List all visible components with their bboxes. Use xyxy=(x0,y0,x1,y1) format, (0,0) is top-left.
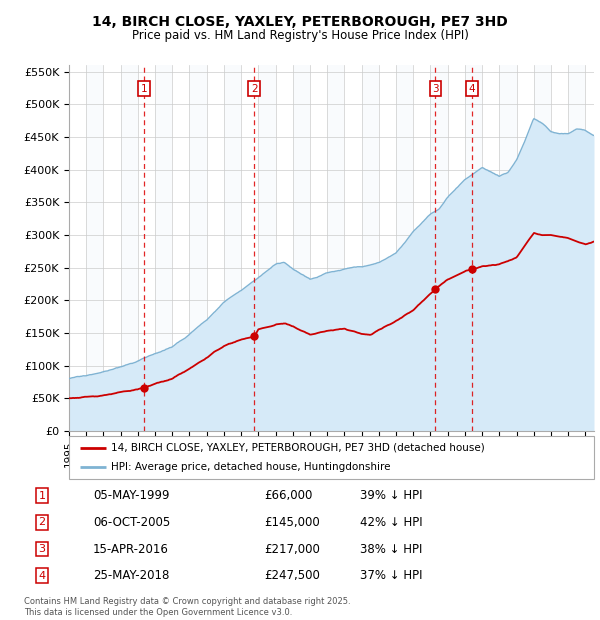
Text: HPI: Average price, detached house, Huntingdonshire: HPI: Average price, detached house, Hunt… xyxy=(111,463,391,472)
Bar xyxy=(121,65,138,431)
Text: 15-APR-2016: 15-APR-2016 xyxy=(93,542,169,556)
Text: 1: 1 xyxy=(140,84,147,94)
Text: 4: 4 xyxy=(469,84,475,94)
Bar xyxy=(396,65,413,431)
Text: 2: 2 xyxy=(38,517,46,528)
Text: 3: 3 xyxy=(38,544,46,554)
Text: £145,000: £145,000 xyxy=(264,516,320,529)
Bar xyxy=(362,65,379,431)
Bar xyxy=(534,65,551,431)
Bar xyxy=(155,65,172,431)
Bar xyxy=(327,65,344,431)
Bar xyxy=(259,65,275,431)
Text: 4: 4 xyxy=(38,570,46,581)
Text: £217,000: £217,000 xyxy=(264,542,320,556)
Text: 2: 2 xyxy=(251,84,257,94)
Bar xyxy=(190,65,207,431)
Bar xyxy=(86,65,103,431)
Text: 1: 1 xyxy=(38,490,46,501)
Text: 39% ↓ HPI: 39% ↓ HPI xyxy=(360,489,422,502)
Text: Contains HM Land Registry data © Crown copyright and database right 2025.
This d: Contains HM Land Registry data © Crown c… xyxy=(24,598,350,617)
Bar xyxy=(430,65,448,431)
Bar xyxy=(568,65,586,431)
Bar xyxy=(499,65,517,431)
Text: Price paid vs. HM Land Registry's House Price Index (HPI): Price paid vs. HM Land Registry's House … xyxy=(131,29,469,42)
Text: 05-MAY-1999: 05-MAY-1999 xyxy=(93,489,170,502)
Text: 14, BIRCH CLOSE, YAXLEY, PETERBOROUGH, PE7 3HD: 14, BIRCH CLOSE, YAXLEY, PETERBOROUGH, P… xyxy=(92,16,508,30)
Text: 14, BIRCH CLOSE, YAXLEY, PETERBOROUGH, PE7 3HD (detached house): 14, BIRCH CLOSE, YAXLEY, PETERBOROUGH, P… xyxy=(111,443,485,453)
Text: £247,500: £247,500 xyxy=(264,569,320,582)
Text: 42% ↓ HPI: 42% ↓ HPI xyxy=(360,516,422,529)
Bar xyxy=(465,65,482,431)
Text: 3: 3 xyxy=(432,84,439,94)
Bar xyxy=(224,65,241,431)
Text: 25-MAY-2018: 25-MAY-2018 xyxy=(93,569,169,582)
Text: £66,000: £66,000 xyxy=(264,489,313,502)
Bar xyxy=(293,65,310,431)
Text: 06-OCT-2005: 06-OCT-2005 xyxy=(93,516,170,529)
Text: 37% ↓ HPI: 37% ↓ HPI xyxy=(360,569,422,582)
Text: 38% ↓ HPI: 38% ↓ HPI xyxy=(360,542,422,556)
FancyBboxPatch shape xyxy=(69,436,594,479)
